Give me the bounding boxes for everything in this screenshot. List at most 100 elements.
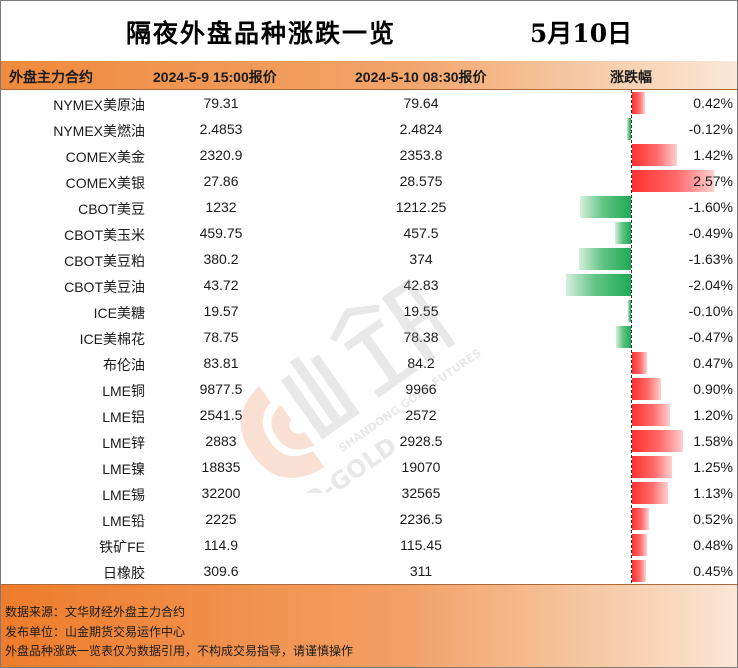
change-percent: 0.45% [693,563,733,579]
change-percent: -0.49% [688,225,733,241]
price-1: 2.4853 [199,121,243,137]
price-1: 2541.5 [199,407,243,423]
change-bar-down [615,222,631,244]
price-2: 84.2 [407,355,435,371]
table-row: COMEX美金 2320.9 2353.8 1.42% [1,142,737,168]
page-title: 隔夜外盘品种涨跌一览 [125,19,396,48]
price-2: 9966 [405,381,437,397]
contract-name: LME铜 [102,383,145,399]
table-row: 布伦油 83.81 84.2 0.47% [1,350,737,376]
table-row: LME铅 2225 2236.5 0.52% [1,506,737,532]
contract-name: LME铝 [102,409,145,425]
price-2: 2353.8 [399,147,443,163]
contract-name: ICE美棉花 [79,331,145,347]
table-row: CBOT美豆 1232 1212.25 -1.60% [1,194,737,220]
price-2: 79.64 [403,95,439,111]
change-bar-up [632,404,671,426]
price-2: 32565 [401,485,441,501]
price-1: 19.57 [203,303,239,319]
change-percent: 1.25% [693,459,733,475]
change-percent: 2.57% [693,173,733,189]
footer-disclaimer: 外盘品种涨跌一览表仅为数据引用，不构成交易指导，请谨慎操作 [5,644,354,658]
price-2: 19.55 [403,303,439,319]
header-contract: 外盘主力合约 [9,69,93,85]
change-percent: 1.58% [693,433,733,449]
change-bar-up [632,508,649,530]
table-body: NYMEX美原油 79.31 79.64 0.42% NYMEX美燃油 2.4853 2.4… [1,90,737,584]
contract-name: LME锡 [102,487,145,503]
contract-name: 日橡胶 [103,565,145,581]
table-row: LME镍 18835 19070 1.25% [1,454,737,480]
price-1: 79.31 [203,95,239,111]
price-1: 43.72 [203,277,239,293]
contract-name: 布伦油 [103,357,145,373]
contract-name: LME锌 [102,435,145,451]
change-bar-down [579,196,631,218]
price-2: 1212.25 [395,199,447,215]
change-bar-down [627,118,631,140]
change-bar-up [632,534,648,556]
table-row: CBOT美豆粕 380.2 374 -1.63% [1,246,737,272]
table-row: ICE美棉花 78.75 78.38 -0.47% [1,324,737,350]
change-percent: 1.13% [693,485,733,501]
price-2: 28.575 [399,173,443,189]
table-row: ICE美糖 19.57 19.55 -0.10% [1,298,737,324]
change-bar-up [632,456,672,478]
report-date: 5月10日 [529,19,633,48]
change-percent: 0.47% [693,355,733,371]
price-2: 42.83 [403,277,439,293]
footer-publisher: 发布单位：山金期货交易运作中心 [5,625,186,639]
contract-name: CBOT美豆粕 [64,253,145,269]
contract-name: NYMEX美燃油 [53,123,145,139]
price-1: 18835 [201,459,241,475]
price-2: 457.5 [403,225,439,241]
table-row: CBOT美豆油 43.72 42.83 -2.04% [1,272,737,298]
price-2: 2236.5 [399,511,443,527]
table-row: LME锡 32200 32565 1.13% [1,480,737,506]
table-row: 日橡胶 309.6 311 0.45% [1,558,737,584]
change-bar-up [632,560,647,582]
change-percent: -1.60% [688,199,733,215]
price-1: 32200 [201,485,241,501]
contract-name: CBOT美豆 [78,201,145,217]
title-row: 隔夜外盘品种涨跌一览 5月10日 [1,1,737,62]
price-1: 2320.9 [199,147,243,163]
change-percent: 0.52% [693,511,733,527]
price-2: 78.38 [403,329,439,345]
change-bar-down [615,326,631,348]
footer-source: 数据来源：文华财经外盘主力合约 [5,605,186,619]
price-1: 78.75 [203,329,239,345]
change-percent: 0.90% [693,381,733,397]
change-bar-up [632,430,683,452]
change-bar-down [578,248,631,270]
price-2: 311 [409,563,433,579]
change-bar-down [565,274,631,296]
change-percent: -1.63% [688,251,733,267]
table-header: 外盘主力合约 2024-5-9 15:00报价 2024-5-10 08:30报… [1,61,737,90]
price-2: 2928.5 [399,433,443,449]
price-2: 2.4824 [399,121,443,137]
table-row: LME铝 2541.5 2572 1.20% [1,402,737,428]
change-percent: 0.48% [693,537,733,553]
header-price-2: 2024-5-10 08:30报价 [355,69,487,85]
header-price-1: 2024-5-9 15:00报价 [153,69,277,85]
price-1: 83.81 [203,355,239,371]
change-percent: 0.42% [693,95,733,111]
contract-name: COMEX美银 [65,175,145,191]
price-2: 115.45 [400,537,442,553]
contract-name: NYMEX美原油 [53,97,145,113]
change-percent: -0.10% [688,303,733,319]
change-bar-down [627,300,631,322]
contract-name: CBOT美豆油 [64,279,145,295]
header-change: 涨跌幅 [610,69,652,85]
table-row: LME锌 2883 2928.5 1.58% [1,428,737,454]
table-row: CBOT美玉米 459.75 457.5 -0.49% [1,220,737,246]
change-percent: -0.12% [688,121,733,137]
change-bar-up [632,378,661,400]
price-1: 2883 [205,433,237,449]
change-bar-up [632,482,669,504]
price-1: 309.6 [203,563,239,579]
price-1: 380.2 [203,251,239,267]
contract-name: LME铅 [102,513,145,529]
